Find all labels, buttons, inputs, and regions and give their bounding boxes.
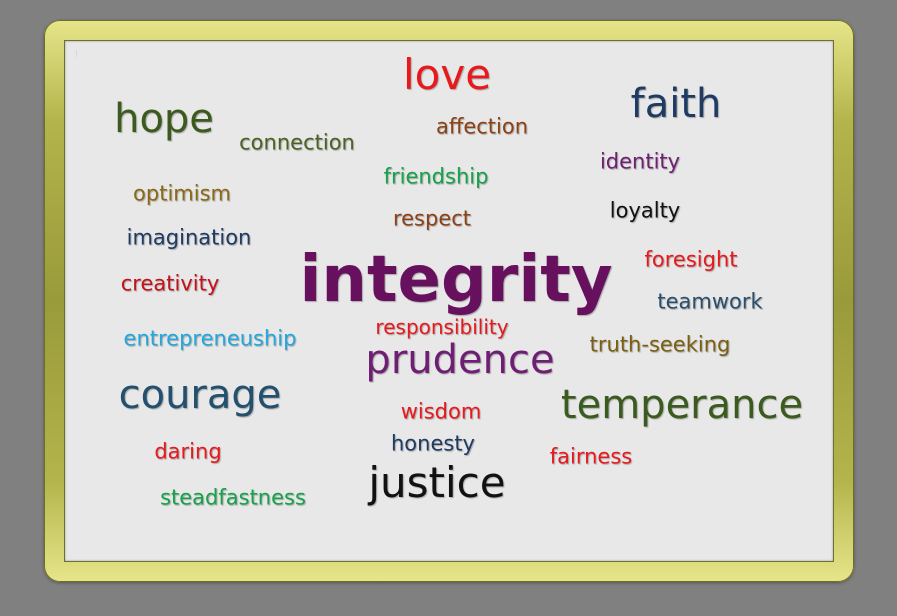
- word-fairness: fairness: [549, 444, 633, 469]
- word-affection: affection: [435, 114, 529, 139]
- word-justice: justice: [368, 458, 506, 507]
- word-imagination: imagination: [126, 225, 252, 250]
- word-honesty: honesty: [391, 431, 475, 456]
- word-identity: identity: [599, 149, 681, 174]
- word-temperance: temperance: [560, 382, 804, 428]
- word-truth-seeking: truth-seeking: [589, 332, 731, 357]
- word-daring: daring: [154, 439, 222, 464]
- word-loyalty: loyalty: [609, 198, 681, 223]
- word-respect: respect: [392, 206, 472, 231]
- word-hope: hope: [114, 96, 214, 142]
- word-wisdom: wisdom: [400, 399, 482, 424]
- word-foresight: foresight: [644, 247, 738, 272]
- word-responsibility: responsibility: [375, 315, 509, 339]
- word-connection: connection: [239, 130, 355, 155]
- word-optimism: optimism: [133, 181, 231, 206]
- word-cloud-board: [64, 40, 834, 562]
- word-integrity: integrity: [299, 243, 613, 317]
- word-teamwork: teamwork: [657, 289, 763, 314]
- word-courage: courage: [118, 372, 282, 418]
- word-love: love: [402, 50, 492, 99]
- word-faith: faith: [630, 81, 722, 127]
- word-prudence: prudence: [365, 337, 555, 383]
- word-friendship: friendship: [383, 164, 489, 189]
- word-steadfastness: steadfastness: [160, 485, 306, 510]
- word-creativity: creativity: [120, 271, 220, 296]
- word-entrepreneuship: entrepreneuship: [123, 326, 297, 351]
- text-cursor: [76, 50, 77, 57]
